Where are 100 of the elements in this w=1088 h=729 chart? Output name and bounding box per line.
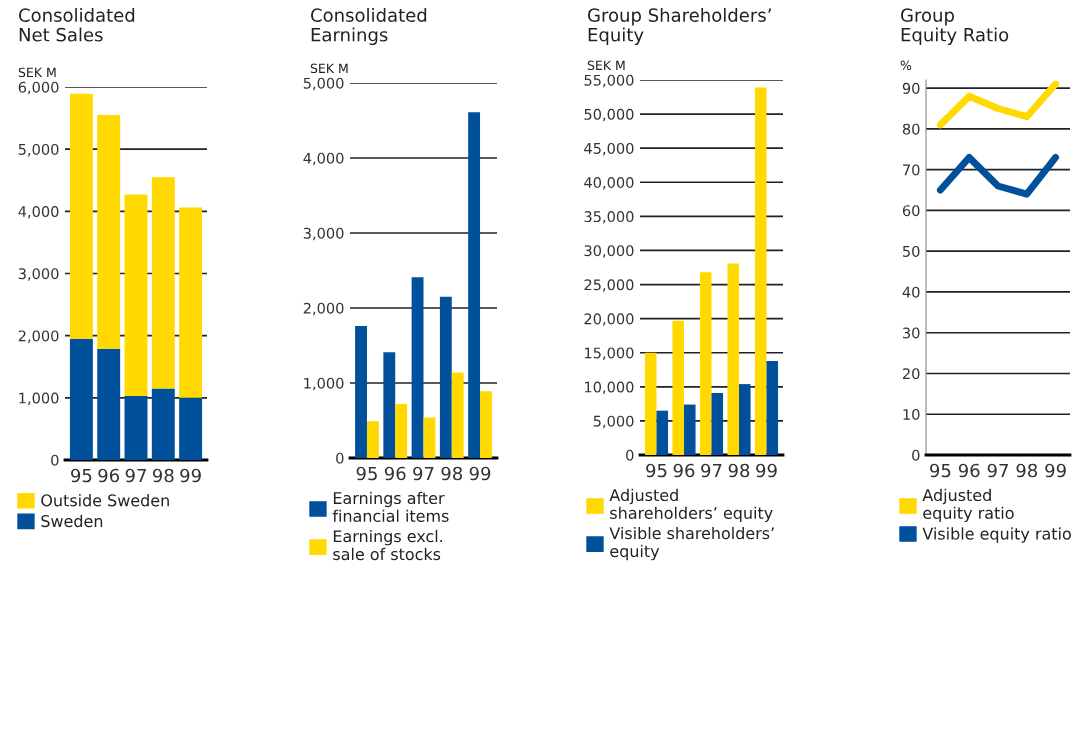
x-tick-label: 97 xyxy=(987,463,1008,478)
bar xyxy=(766,360,779,455)
bar xyxy=(644,352,657,455)
x-tick-label: 97 xyxy=(701,463,722,478)
y-axis-title: % xyxy=(900,60,912,71)
y-tick-label: 25,000 xyxy=(584,279,634,292)
bar xyxy=(151,177,175,389)
legend-label: Outside Sweden xyxy=(41,494,169,507)
y-tick-label: 70 xyxy=(903,164,920,176)
bar xyxy=(69,338,93,460)
y-tick-label: 1,000 xyxy=(19,392,59,406)
y-tick-label: 35,000 xyxy=(584,211,634,224)
bar xyxy=(411,277,424,458)
y-tick-label: 90 xyxy=(902,82,920,94)
y-tick-label: 30,000 xyxy=(584,245,634,258)
x-tick-label: 99 xyxy=(180,468,201,483)
bar xyxy=(451,372,464,458)
x-tick-label: 99 xyxy=(1045,463,1066,478)
y-tick-label: 15,000 xyxy=(585,347,634,360)
chart-title: Consolidated Earnings xyxy=(311,8,427,46)
bar xyxy=(179,207,203,398)
legend-label: Earnings excl. sale of stocks xyxy=(333,529,443,561)
bar xyxy=(366,421,379,458)
x-tick-label: 96 xyxy=(958,463,980,478)
y-tick-label: 30 xyxy=(903,327,920,339)
bar xyxy=(480,391,492,458)
y-tick-label: 50 xyxy=(903,245,920,257)
bar xyxy=(684,404,696,455)
y-tick-label: 50,000 xyxy=(584,108,634,122)
bar xyxy=(711,392,724,455)
y-tick-label: 40 xyxy=(902,286,920,298)
y-tick-label: 10 xyxy=(903,408,920,420)
y-tick-label: 1,000 xyxy=(304,377,344,391)
y-tick-label: 0 xyxy=(51,454,59,466)
x-tick-label: 95 xyxy=(646,463,667,478)
x-tick-label: 98 xyxy=(1016,463,1038,478)
y-axis-title: SEK M xyxy=(18,67,56,78)
y-tick-label: 3,000 xyxy=(18,268,59,281)
y-tick-label: 6,000 xyxy=(18,81,59,95)
bar xyxy=(439,296,452,458)
bar xyxy=(672,320,684,455)
chart-title: Group Equity Ratio xyxy=(901,8,1009,46)
legend-label: Visible equity ratio xyxy=(922,527,1071,543)
bar xyxy=(727,263,739,455)
y-tick-label: 10,000 xyxy=(585,381,634,395)
x-tick-label: 99 xyxy=(469,466,491,481)
y-tick-label: 2,000 xyxy=(18,330,59,343)
x-tick-label: 95 xyxy=(356,466,377,481)
y-tick-label: 3,000 xyxy=(303,227,344,241)
legend-label: Adjusted equity ratio xyxy=(922,488,1014,523)
legend-label: Earnings after financial items xyxy=(332,491,449,522)
bar xyxy=(151,388,175,460)
y-tick-label: 0 xyxy=(912,449,920,461)
x-tick-label: 98 xyxy=(441,466,463,481)
x-tick-label: 96 xyxy=(98,468,120,483)
bar xyxy=(656,410,669,455)
y-tick-label: 4,000 xyxy=(18,206,59,219)
bar xyxy=(124,194,148,396)
y-tick-label: 45,000 xyxy=(584,142,634,156)
x-tick-label: 97 xyxy=(413,466,434,481)
x-tick-label: 95 xyxy=(71,468,92,483)
bar xyxy=(395,404,408,458)
y-tick-label: 5,000 xyxy=(303,77,344,91)
legend-label: Sweden xyxy=(41,514,103,528)
x-tick-label: 96 xyxy=(384,466,406,481)
y-axis-title: SEK M xyxy=(587,60,625,71)
y-tick-label: 60 xyxy=(902,205,920,217)
bar xyxy=(355,326,367,458)
chart-title: Consolidated Net Sales xyxy=(19,8,135,42)
x-tick-label: 98 xyxy=(728,463,750,478)
chart-title: Group Shareholders’ Equity xyxy=(588,8,771,46)
y-tick-label: 0 xyxy=(626,449,634,461)
bar xyxy=(69,93,93,339)
x-tick-label: 98 xyxy=(152,468,174,483)
y-axis-title: SEK M xyxy=(310,63,348,74)
y-tick-label: 55,000 xyxy=(584,74,634,88)
y-tick-label: 4,000 xyxy=(303,152,344,166)
x-tick-label: 99 xyxy=(756,463,777,478)
x-tick-label: 97 xyxy=(125,468,146,483)
bar xyxy=(124,395,148,460)
y-tick-label: 2,000 xyxy=(303,302,344,316)
bar xyxy=(97,114,121,349)
legend-label: Adjusted shareholders’ equity xyxy=(609,488,773,523)
bar xyxy=(97,348,121,460)
bar xyxy=(468,112,481,458)
y-tick-label: 0 xyxy=(336,452,344,464)
bar xyxy=(179,397,203,460)
y-tick-label: 20,000 xyxy=(584,313,634,326)
bar xyxy=(383,352,396,458)
bar xyxy=(699,272,712,455)
y-tick-label: 20 xyxy=(902,368,920,380)
y-tick-label: 5,000 xyxy=(18,143,59,157)
y-tick-label: 80 xyxy=(902,123,920,135)
legend-label: Visible shareholders’ equity xyxy=(609,526,774,561)
y-tick-label: 40,000 xyxy=(584,176,634,190)
bar xyxy=(754,87,767,455)
x-tick-label: 95 xyxy=(930,463,951,478)
x-tick-label: 96 xyxy=(673,463,695,478)
bar xyxy=(739,384,751,455)
bar xyxy=(423,417,436,458)
